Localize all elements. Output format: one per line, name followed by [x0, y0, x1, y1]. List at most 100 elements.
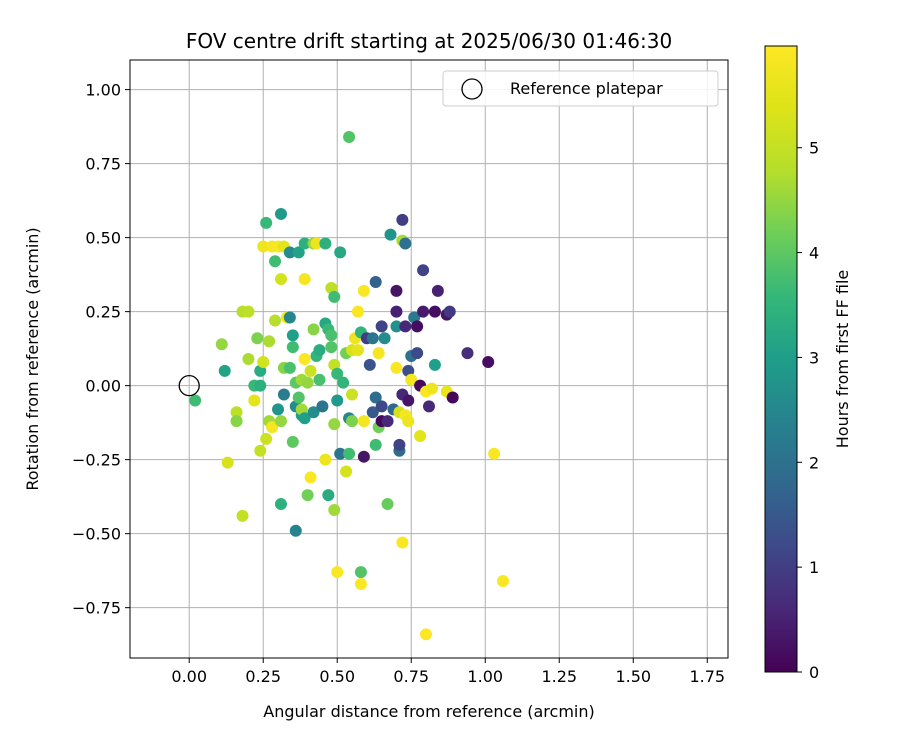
data-point — [363, 358, 376, 371]
data-point — [346, 415, 359, 428]
data-point — [292, 391, 305, 404]
data-point — [221, 456, 234, 469]
x-axis-ticks: 0.00 0.25 0.50 0.75 1.00 1.25 1.50 1.75 — [171, 658, 725, 686]
data-point — [390, 361, 403, 374]
data-point — [328, 290, 341, 303]
data-point — [218, 364, 231, 377]
x-tick-label: 1.25 — [541, 667, 577, 686]
data-point — [307, 406, 320, 419]
data-point — [431, 284, 444, 297]
data-point — [189, 394, 202, 407]
data-point — [319, 237, 332, 250]
data-point — [411, 347, 424, 360]
data-point — [334, 447, 347, 460]
data-point — [334, 246, 347, 259]
data-point — [351, 305, 364, 318]
data-point — [331, 367, 344, 380]
data-point — [461, 347, 474, 360]
data-point — [307, 323, 320, 336]
reference-platepar-marker — [178, 374, 200, 397]
data-point — [366, 406, 379, 419]
data-point — [277, 388, 290, 401]
data-point — [251, 332, 264, 345]
data-point — [369, 276, 382, 289]
data-point — [269, 314, 282, 327]
data-point — [301, 376, 314, 389]
y-tick-label: 0.25 — [85, 303, 121, 322]
data-point — [337, 376, 350, 389]
data-point — [378, 332, 391, 345]
data-points — [189, 130, 510, 641]
grid-lines — [130, 60, 728, 658]
data-point — [266, 421, 279, 434]
data-point — [417, 305, 430, 318]
x-tick-label: 0.50 — [319, 667, 355, 686]
legend: Reference platepar — [442, 70, 719, 107]
data-point — [402, 394, 415, 407]
y-tick-label: 0.00 — [85, 377, 121, 396]
data-point — [283, 311, 296, 324]
x-tick-label: 0.75 — [393, 667, 429, 686]
colorbar-tick-label: 3 — [809, 348, 819, 367]
data-point — [319, 453, 332, 466]
data-point — [230, 406, 243, 419]
data-point — [316, 400, 329, 413]
data-point — [274, 273, 287, 286]
chart-title: FOV centre drift starting at 2025/06/30 … — [186, 29, 672, 53]
data-point — [283, 361, 296, 374]
data-point — [272, 403, 285, 416]
data-point — [301, 489, 314, 502]
data-point — [328, 418, 341, 431]
data-point — [366, 332, 379, 345]
data-point — [346, 388, 359, 401]
data-point — [423, 400, 435, 413]
x-tick-label: 1.00 — [467, 667, 503, 686]
data-point — [274, 498, 287, 511]
data-point — [289, 524, 302, 537]
data-point — [254, 379, 267, 392]
data-point — [298, 353, 311, 365]
y-tick-label: −0.25 — [72, 451, 121, 470]
data-point — [331, 394, 344, 407]
data-point — [328, 503, 341, 516]
data-point — [304, 364, 317, 377]
data-point — [254, 444, 267, 457]
data-point — [310, 237, 323, 250]
data-point — [497, 575, 510, 588]
data-point — [292, 246, 305, 259]
data-point — [372, 347, 385, 360]
data-point — [354, 577, 367, 590]
data-point — [399, 237, 412, 250]
y-tick-label: −0.50 — [72, 525, 121, 544]
data-point — [343, 447, 356, 460]
colorbar-tick-label: 5 — [809, 139, 819, 158]
data-point — [428, 305, 441, 318]
data-point — [298, 237, 311, 250]
data-point — [417, 264, 430, 277]
data-point — [381, 498, 394, 511]
data-point — [331, 566, 344, 579]
data-point — [414, 429, 427, 442]
data-point — [351, 344, 364, 357]
data-point — [428, 358, 441, 371]
data-point — [304, 471, 317, 484]
data-point — [260, 432, 273, 445]
data-point — [375, 320, 388, 333]
reference-marker-group — [178, 374, 200, 397]
data-point — [269, 255, 282, 268]
data-point — [313, 344, 326, 357]
data-point — [390, 305, 403, 318]
data-point — [402, 415, 415, 428]
data-point — [354, 566, 367, 579]
legend-marker-icon — [461, 78, 483, 100]
plot-area-frame — [129, 59, 729, 659]
data-point — [298, 412, 311, 425]
data-point — [488, 447, 501, 460]
colorbar-tick-label: 0 — [809, 663, 819, 682]
data-point — [274, 415, 287, 428]
data-point — [260, 216, 273, 229]
data-point — [230, 415, 243, 428]
data-point — [393, 438, 406, 451]
